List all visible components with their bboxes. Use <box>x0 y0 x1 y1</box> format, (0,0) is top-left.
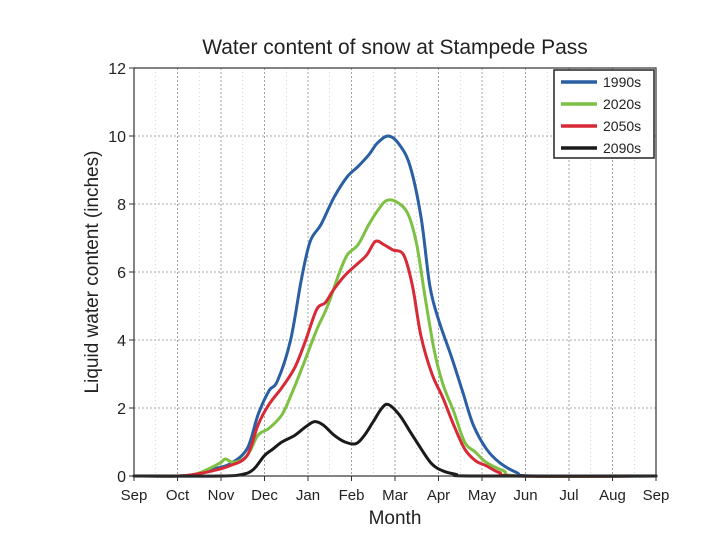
x-tick-label: Mar <box>382 487 408 504</box>
y-tick-label: 12 <box>108 61 126 78</box>
x-tick-label: Aug <box>599 487 626 504</box>
series-line-2020s <box>132 198 658 478</box>
x-tick-label: Dec <box>251 487 278 504</box>
y-tick-label: 0 <box>117 469 126 486</box>
legend-label-2050s: 2050s <box>603 118 641 134</box>
legend-label-2020s: 2020s <box>603 96 641 112</box>
y-axis-ticks: 0 2 4 6 8 10 12 <box>108 61 134 486</box>
legend-box <box>553 69 655 159</box>
x-tick-label: Apr <box>427 487 450 504</box>
x-tick-label: Jan <box>296 487 320 504</box>
x-axis-label: Month <box>369 508 422 529</box>
y-tick-label: 6 <box>117 265 126 282</box>
y-tick-label: 2 <box>117 401 126 418</box>
y-axis-label: Liquid water content (inches) <box>82 151 103 394</box>
legend-label-1990s: 1990s <box>603 74 641 90</box>
x-tick-label: Sep <box>643 487 670 504</box>
series-line-2090s <box>132 402 658 478</box>
x-tick-label: Oct <box>166 487 190 504</box>
x-tick-label: May <box>468 487 497 504</box>
y-tick-label: 10 <box>108 129 126 146</box>
x-tick-label: Sep <box>121 487 148 504</box>
x-tick-label: Jun <box>513 487 537 504</box>
series-line-2050s <box>132 239 658 478</box>
chart-title: Water content of snow at Stampede Pass <box>202 36 588 59</box>
series-lines <box>132 134 658 478</box>
x-tick-label: Nov <box>208 487 235 504</box>
x-axis-ticks: Sep Oct Nov Dec Jan Feb Mar Apr May Jun Jul Aug Sep <box>121 476 670 504</box>
legend: 1990s 2020s 2050s 2090s <box>553 69 655 159</box>
series-line-1990s <box>132 134 658 478</box>
y-tick-label: 8 <box>117 197 126 214</box>
y-tick-label: 4 <box>117 333 126 350</box>
legend-label-2090s: 2090s <box>603 140 641 156</box>
x-tick-label: Jul <box>559 487 578 504</box>
x-tick-label: Feb <box>339 487 365 504</box>
